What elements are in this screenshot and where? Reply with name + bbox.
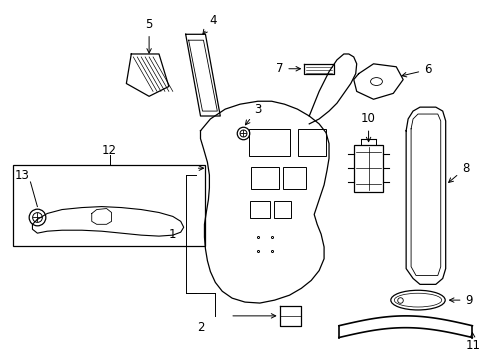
Text: 11: 11 <box>465 333 480 352</box>
Text: 10: 10 <box>361 112 375 142</box>
Bar <box>273 201 291 219</box>
Text: 8: 8 <box>447 162 468 183</box>
Text: 9: 9 <box>448 294 472 307</box>
Text: 6: 6 <box>401 63 431 77</box>
Text: 7: 7 <box>275 62 300 75</box>
Bar <box>248 129 290 156</box>
Bar <box>298 129 325 156</box>
Bar <box>282 167 305 189</box>
Text: 4: 4 <box>203 14 217 34</box>
Bar <box>13 165 205 246</box>
Bar <box>250 167 278 189</box>
Text: 2: 2 <box>196 321 204 334</box>
Text: 5: 5 <box>145 18 152 53</box>
Bar <box>249 201 269 219</box>
Text: 12: 12 <box>102 144 117 157</box>
Text: 1: 1 <box>169 228 176 240</box>
Bar <box>353 145 383 192</box>
Text: 13: 13 <box>15 168 30 181</box>
Text: 3: 3 <box>245 103 261 125</box>
